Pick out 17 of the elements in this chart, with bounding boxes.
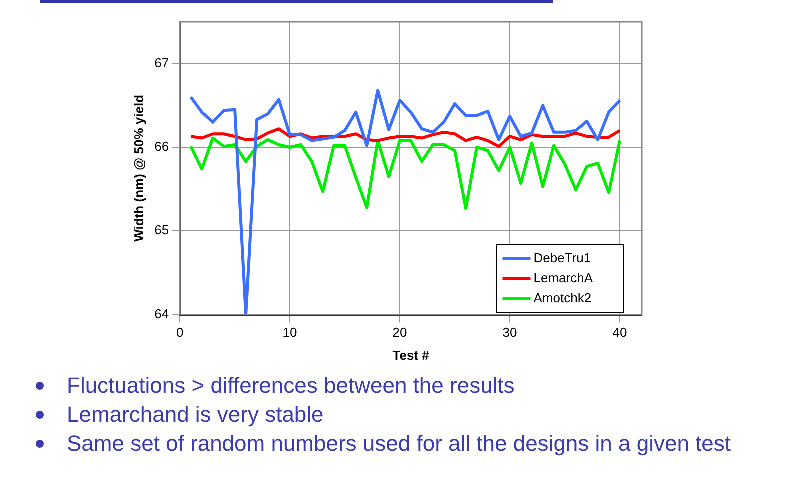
text: Fluctuations > differences between the results [67,373,515,398]
legend-label: DebeTru1 [534,250,592,266]
y-tick-label: 65 [154,222,170,238]
y-tick-label: 67 [154,55,170,70]
text: Same set of random numbers used for all the designs in a given test [67,431,732,456]
legend-label: LemarchA [534,270,594,286]
x-tick-label: 20 [392,325,408,340]
x-tick-label: 10 [282,325,298,340]
x-axis-title: Test # [392,348,430,363]
y-tick-label: 64 [154,306,170,322]
y-tick-label: 66 [154,139,170,154]
legend-label: Amotchk2 [534,290,592,306]
x-tick-label: 0 [176,325,184,340]
text: Lemarchand is very stable [67,402,324,427]
x-tick-label: 40 [612,325,628,340]
y-axis-title: Width (nm) @ 50% yield [131,94,146,242]
x-tick-label: 30 [502,325,518,340]
